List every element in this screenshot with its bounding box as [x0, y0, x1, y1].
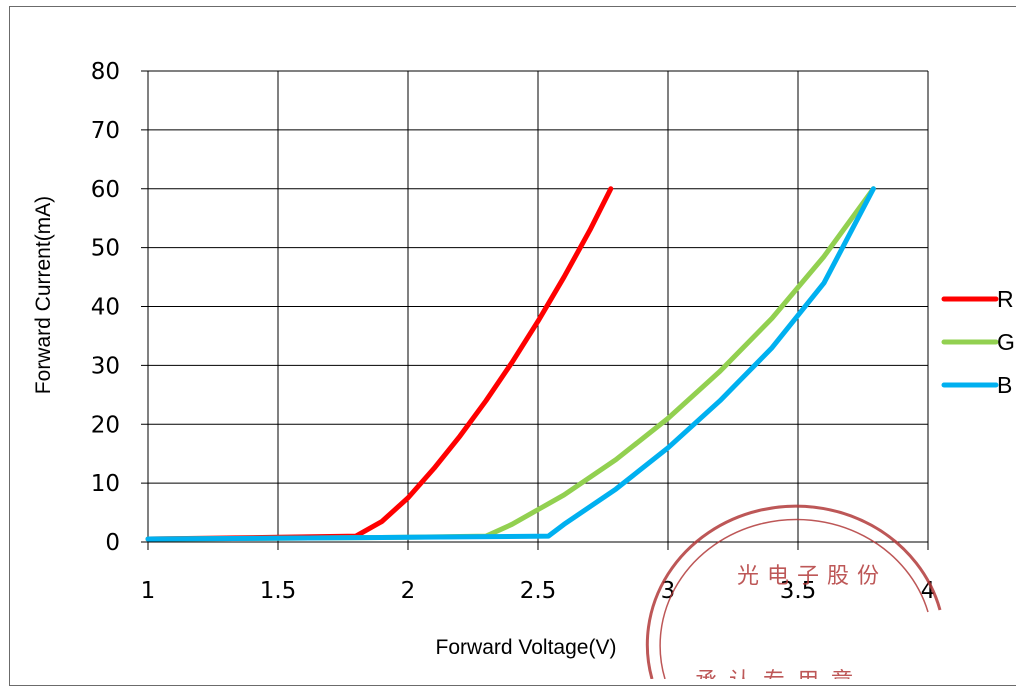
legend-label-b: B — [997, 372, 1012, 398]
series-layer — [145, 186, 876, 542]
grid-lines — [141, 70, 929, 550]
y-tick-label: 30 — [91, 353, 120, 379]
legend-label-g: G — [997, 329, 1015, 355]
y-tick-label: 70 — [91, 118, 120, 144]
x-tick-label: 3.5 — [780, 578, 817, 604]
y-tick-label: 10 — [91, 471, 120, 497]
series-line-b — [145, 186, 876, 542]
y-tick-label: 50 — [91, 236, 120, 262]
y-tick-label: 40 — [91, 295, 120, 321]
stamp-bottom-text: 承认专用章 — [695, 669, 865, 679]
legend-label-r: R — [997, 286, 1014, 312]
x-tick-label: 1.5 — [260, 578, 297, 604]
approval-stamp: 光电子股份 承认专用章 — [645, 504, 942, 679]
y-tick-label: 80 — [91, 59, 120, 85]
y-tick-label: 60 — [91, 177, 120, 203]
y-tick-labels: 0 10 20 30 40 50 60 70 80 — [91, 59, 120, 556]
y-tick-label: 0 — [105, 530, 120, 556]
x-tick-label: 2 — [401, 578, 416, 604]
x-tick-label: 3 — [661, 578, 676, 604]
stamp-ring-inner — [659, 518, 929, 679]
y-axis-title: Forward Current(mA) — [32, 196, 55, 394]
x-axis-title: Forward Voltage(V) — [436, 636, 617, 659]
x-tick-label: 1 — [141, 578, 156, 604]
series-line-r — [145, 186, 614, 542]
legend: RGB — [941, 286, 1015, 398]
x-tick-label: 2.5 — [520, 578, 557, 604]
stamp-ring — [645, 504, 942, 679]
y-tick-label: 20 — [91, 412, 120, 438]
x-tick-labels: 1 1.5 2 2.5 3 3.5 4 — [141, 578, 936, 604]
stamp-top-text: 光电子股份 — [737, 564, 887, 589]
